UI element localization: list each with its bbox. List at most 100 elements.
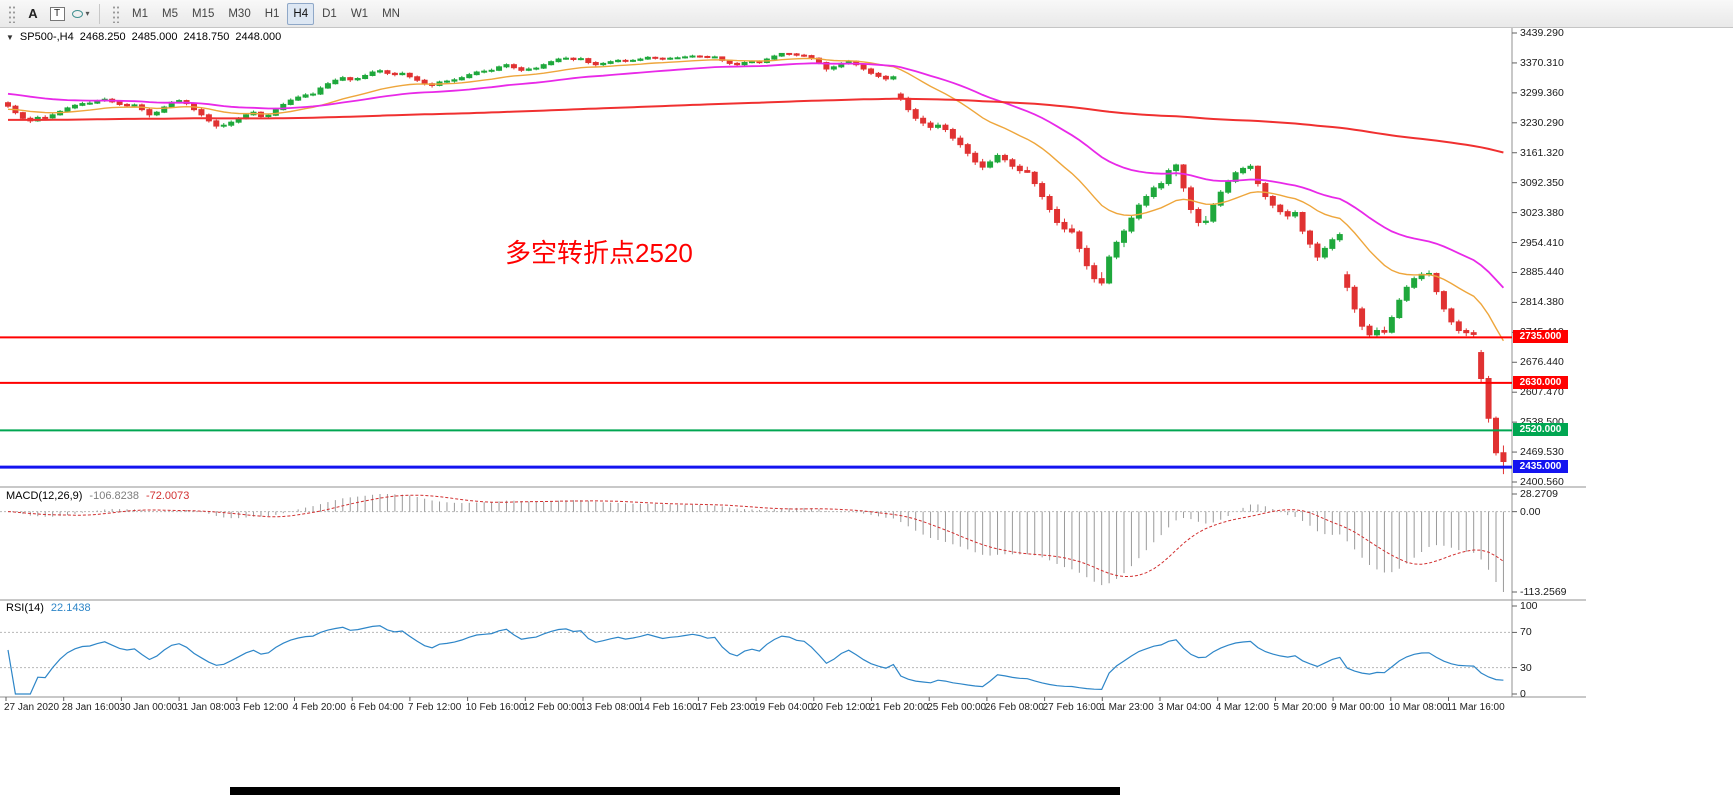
- moving-average-line: [7, 57, 1505, 342]
- candle-body: [146, 109, 153, 116]
- candle-body: [1321, 247, 1328, 258]
- candle-body: [882, 75, 889, 80]
- candle-body: [778, 52, 785, 57]
- rsi-label: RSI(14) 22.1438: [6, 602, 91, 614]
- candle-body: [1046, 196, 1053, 210]
- candle-body: [473, 71, 480, 76]
- candle-body: [1083, 247, 1090, 267]
- timeframe-w1-button[interactable]: W1: [345, 3, 374, 25]
- candle-body: [1478, 352, 1485, 380]
- candle-body: [1180, 164, 1187, 189]
- candle-body: [220, 124, 227, 127]
- candle-body: [905, 97, 912, 111]
- candle-body: [1217, 191, 1224, 206]
- candle-body: [198, 109, 205, 116]
- candle-body: [399, 72, 406, 76]
- candle-body: [1001, 154, 1008, 161]
- candle-body: [890, 76, 897, 80]
- candle-body: [1039, 183, 1046, 198]
- candle-body: [540, 64, 547, 69]
- candle-body: [1388, 317, 1395, 333]
- timeframe-mn-button[interactable]: MN: [376, 3, 406, 25]
- candle-body: [1344, 274, 1351, 288]
- candle-body: [1277, 204, 1284, 213]
- candle-body: [957, 137, 964, 146]
- candle-body: [868, 68, 875, 74]
- ohlc-info: ▼ SP500-,H4 2468.250 2485.000 2418.750 2…: [6, 31, 281, 43]
- shapes-tool-button[interactable]: ▾: [70, 3, 92, 25]
- toolbar-grip-2[interactable]: [112, 4, 119, 23]
- candle-body: [161, 106, 168, 113]
- candle-body: [1329, 239, 1336, 249]
- text-tool-button[interactable]: T: [46, 3, 68, 25]
- candle-body: [1373, 330, 1380, 336]
- candle-body: [622, 59, 629, 62]
- ellipse-icon: [72, 9, 84, 18]
- candle-body: [1202, 220, 1209, 223]
- candle-body: [1247, 165, 1254, 169]
- timeframe-m15-button[interactable]: M15: [186, 3, 220, 25]
- candle-body: [1098, 278, 1105, 284]
- taskbar-fragment: [230, 787, 1120, 795]
- candle-body: [548, 61, 555, 66]
- candle-body: [1210, 204, 1217, 222]
- ohlc-high: 2485.000: [131, 31, 178, 43]
- timeframe-m1-button[interactable]: M1: [126, 3, 154, 25]
- candle-body: [964, 144, 971, 154]
- candle-body: [823, 62, 830, 70]
- candle-body: [1351, 286, 1358, 310]
- rsi-title: RSI(14): [6, 602, 44, 614]
- timeframe-h4-button[interactable]: H4: [287, 2, 315, 25]
- candle-body: [920, 117, 927, 124]
- symbol-dropdown-icon[interactable]: ▼: [6, 32, 14, 42]
- candle-body: [481, 70, 488, 73]
- timeframe-d1-button[interactable]: D1: [316, 3, 343, 25]
- candle-body: [302, 94, 309, 98]
- candle-body: [5, 102, 11, 107]
- candle-body: [421, 79, 428, 85]
- candle-body: [1225, 180, 1232, 193]
- candle-body: [384, 70, 391, 74]
- candle-body: [1411, 278, 1418, 288]
- candle-body: [756, 61, 763, 64]
- candle-body: [458, 77, 465, 81]
- macd-label: MACD(12,26,9) -106.8238 -72.0073: [6, 490, 189, 502]
- candle-body: [912, 109, 919, 119]
- candle-body: [1500, 452, 1507, 462]
- candle-body: [667, 57, 674, 60]
- candle-body: [332, 79, 339, 85]
- candle-body: [994, 154, 1001, 163]
- candle-body: [1091, 265, 1098, 280]
- candle-body: [1403, 286, 1410, 301]
- toolbar-grip[interactable]: [8, 4, 15, 23]
- candle-body: [563, 57, 569, 60]
- candle-body: [377, 70, 383, 73]
- top-toolbar: A T ▾ M1 M5 M15 M30 H1 H4 D1 W1 MN: [0, 0, 1733, 28]
- candle-body: [1121, 230, 1127, 243]
- candle-body: [1433, 272, 1440, 293]
- candle-body: [1061, 221, 1068, 230]
- candle-body: [1485, 378, 1492, 419]
- candle-body: [362, 74, 369, 80]
- timeframe-m5-button[interactable]: M5: [156, 3, 184, 25]
- rsi-value: 22.1438: [50, 602, 91, 614]
- candle-body: [280, 103, 287, 111]
- timeframe-h1-button[interactable]: H1: [259, 3, 286, 25]
- timeframe-m30-button[interactable]: M30: [222, 3, 256, 25]
- candle-body: [1396, 299, 1403, 319]
- candle-body: [1455, 321, 1462, 332]
- chart-annotation[interactable]: 多空转折点2520: [505, 238, 693, 268]
- candle-body: [972, 152, 979, 163]
- candle-body: [443, 80, 450, 83]
- candle-body: [354, 78, 361, 81]
- candle-body: [406, 72, 413, 78]
- candle-body: [503, 64, 510, 68]
- candle-body: [153, 111, 160, 116]
- moving-average-line: [7, 62, 1505, 289]
- candle-body: [525, 68, 532, 71]
- candle-body: [228, 121, 235, 126]
- candle-body: [585, 58, 592, 64]
- candle-body: [979, 161, 986, 168]
- annotation-tool-button[interactable]: A: [22, 3, 44, 25]
